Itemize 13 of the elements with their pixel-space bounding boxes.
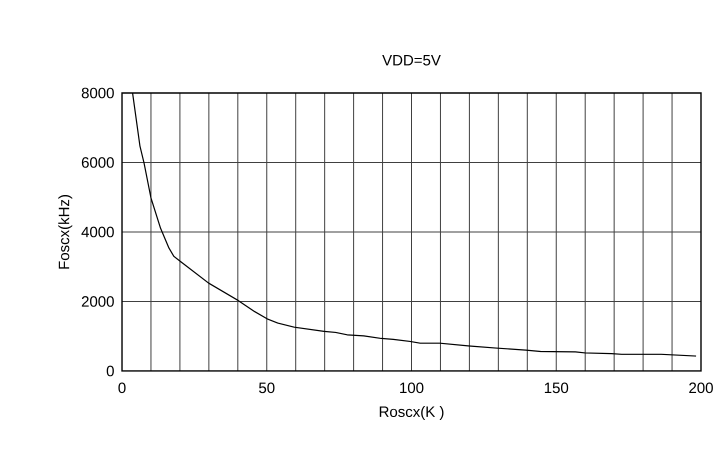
y-tick-label: 4000 [81, 226, 114, 238]
y-tick-label: 2000 [82, 296, 114, 307]
y-tick-label: 6000 [82, 157, 114, 168]
x-tick-label: 100 [400, 382, 424, 394]
x-tick-label: 150 [544, 382, 568, 394]
x-tick-label: 0 [118, 382, 126, 394]
x-tick-label: 50 [259, 382, 274, 394]
x-axis-title: Roscx(K ) [380, 406, 444, 420]
chart-title: VDD=5V [382, 55, 441, 66]
y-tick-label: 8000 [82, 88, 114, 98]
x-tick-label: 200 [689, 382, 713, 394]
y-tick-label: 0 [106, 366, 114, 376]
y-axis-title: Foscx(kHz) [58, 195, 72, 269]
